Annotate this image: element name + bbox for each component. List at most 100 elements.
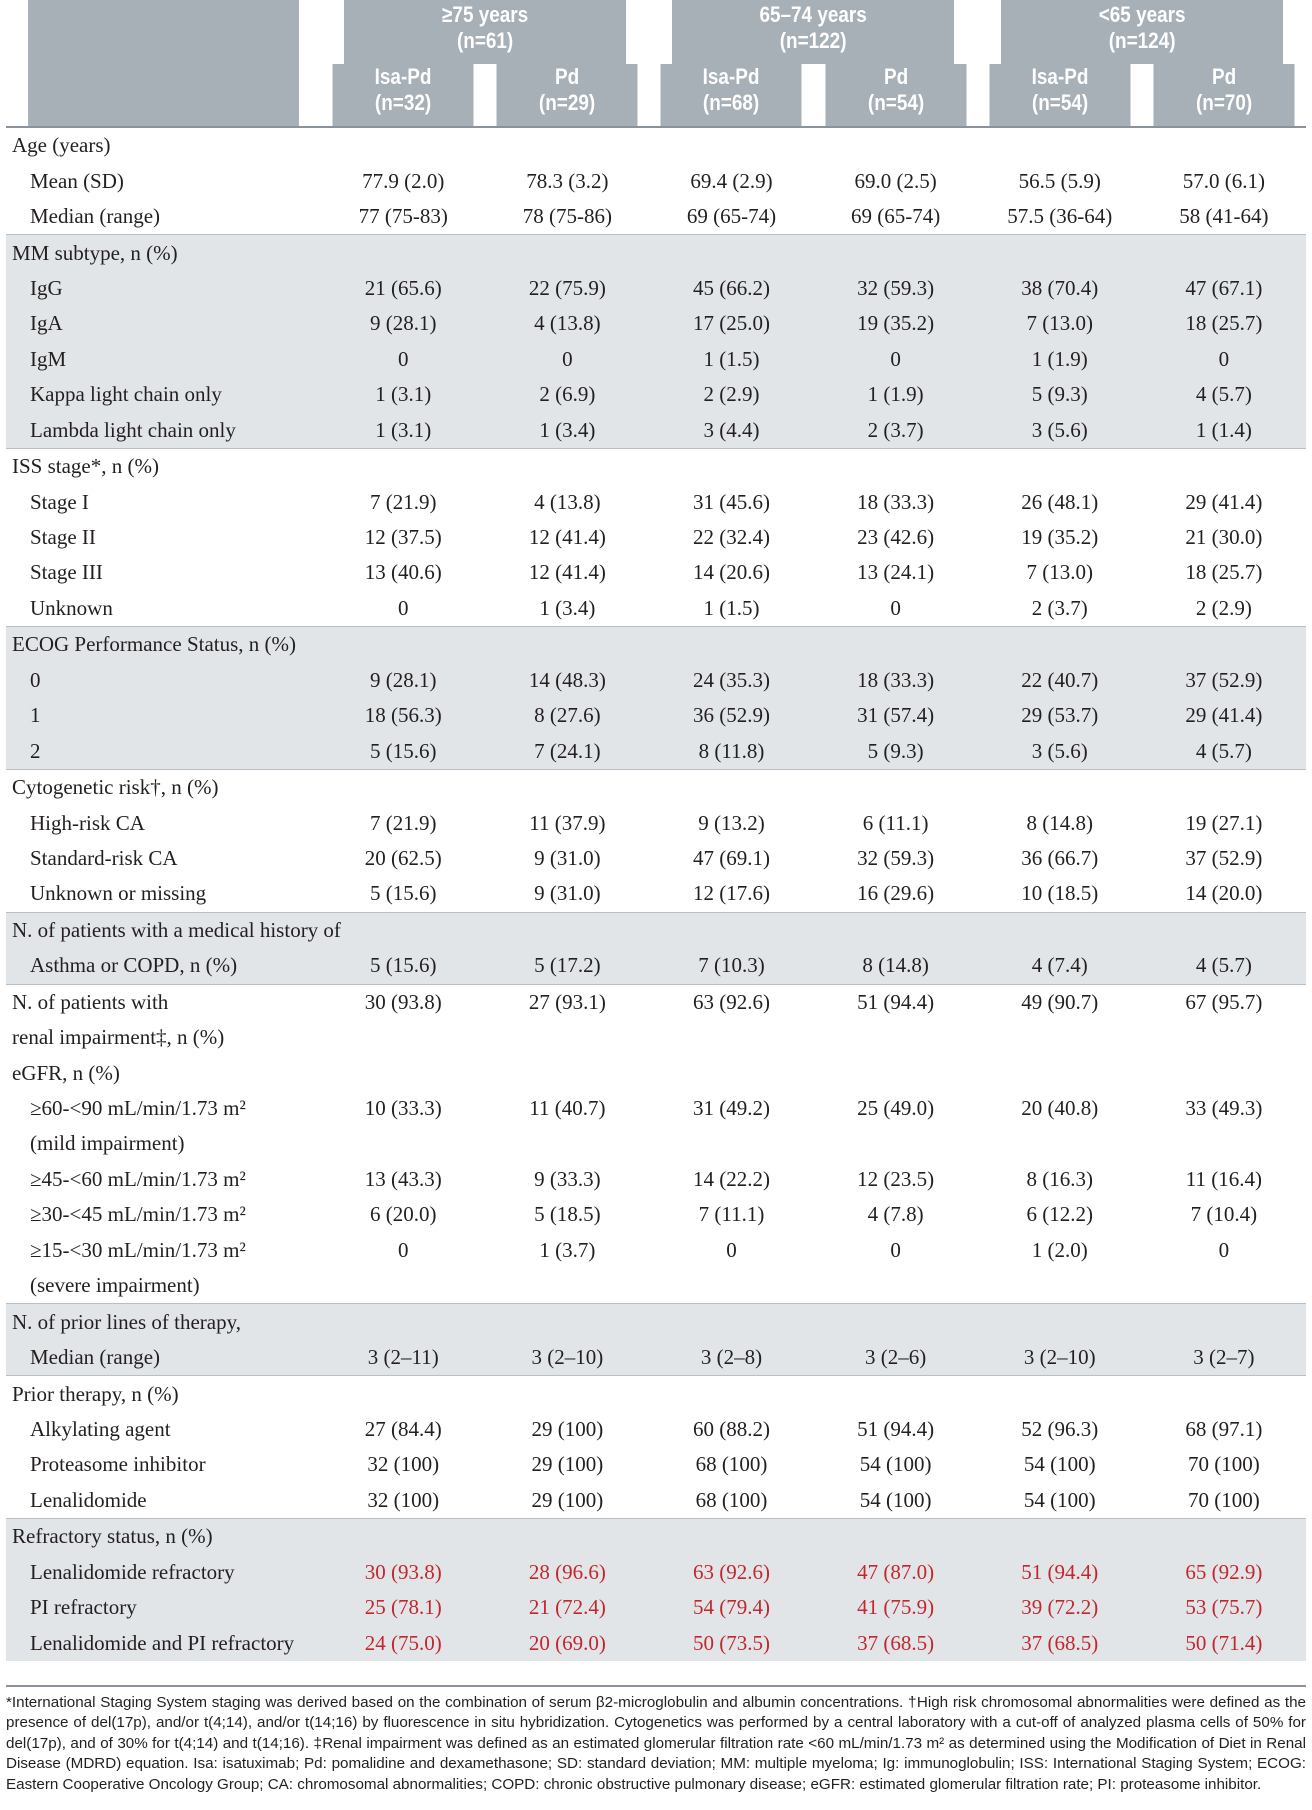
value-cell xyxy=(814,1020,978,1055)
value-cell xyxy=(813,1518,978,1555)
arm-header: Isa-Pd (n=68) xyxy=(660,64,803,127)
value-cell: 58 (41-64) xyxy=(1179,204,1269,229)
value-cell: 57.5 (36-64) xyxy=(1007,204,1113,229)
value-cell xyxy=(978,1268,1142,1304)
value-cell: 21 (30.0) xyxy=(1185,525,1263,550)
header-blank-cell xyxy=(28,64,300,127)
arm-header: Isa-Pd (n=32) xyxy=(332,64,474,127)
age-group-n: (n=124) xyxy=(1108,28,1176,53)
value-cell: 27 (93.1) xyxy=(485,983,650,1020)
row-label: N. of patients with xyxy=(6,983,322,1020)
table-row: ≥45-<60 mL/min/1.73 m² 13 (43.3) 9 (33.3) 1… xyxy=(6,1162,1306,1197)
value-cell xyxy=(813,234,978,271)
value-cell: 60 (88.2) xyxy=(693,1416,771,1441)
value-cell: 0 xyxy=(321,341,486,378)
table-row: Stage I 7 (21.9) 4 (13.8) 31 (45.6) 18 (33.3… xyxy=(6,484,1306,519)
value-cell xyxy=(485,1303,650,1340)
value-cell xyxy=(485,127,649,163)
value-cell: 8 (16.3) xyxy=(1026,1166,1094,1191)
row-label: 2 xyxy=(6,733,322,770)
value-cell: 33 (49.3) xyxy=(1185,1096,1263,1121)
value-cell: 32 (59.3) xyxy=(857,845,935,870)
value-cell: 19 (27.1) xyxy=(1185,810,1263,835)
value-cell: 6 (11.1) xyxy=(862,810,929,835)
value-cell xyxy=(813,1375,978,1412)
value-cell: 16 (29.6) xyxy=(857,881,935,906)
age-group-label: ≥75 years xyxy=(442,2,529,27)
value-cell xyxy=(485,1055,649,1090)
value-cell: 13 (24.1) xyxy=(857,560,935,585)
table-row: Median (range) 3 (2–11) 3 (2–10) 3 (2–8) 3 (… xyxy=(6,1339,1306,1376)
value-cell: 47 (87.0) xyxy=(813,1554,978,1590)
row-label: 0 xyxy=(6,662,322,698)
value-cell xyxy=(1141,911,1306,949)
arm-n: (n=54) xyxy=(1031,90,1088,115)
value-cell: 2 (3.7) xyxy=(813,412,978,449)
row-label: Mean (SD) xyxy=(30,168,124,193)
value-cell xyxy=(1142,1268,1306,1304)
value-cell: 4 (5.7) xyxy=(1141,377,1306,413)
value-cell: 7 (21.9) xyxy=(370,489,437,514)
row-label: ISS stage*, n (%) xyxy=(6,447,322,485)
value-cell: 0 xyxy=(890,1237,901,1262)
value-cell: 1 (1.5) xyxy=(703,595,760,620)
row-label: Proteasome inhibitor xyxy=(30,1452,206,1477)
value-cell: 0 xyxy=(485,341,650,378)
table-row: Standard-risk CA 20 (62.5) 9 (31.0) 47 (69.… xyxy=(6,841,1306,876)
value-cell xyxy=(485,1375,650,1412)
row-label: Lenalidomide and PI refractory xyxy=(6,1625,322,1661)
value-cell xyxy=(1141,447,1306,485)
value-cell: 3 (2–7) xyxy=(1141,1339,1306,1376)
value-cell xyxy=(813,447,978,485)
value-cell: 8 (27.6) xyxy=(485,698,650,734)
value-cell: 14 (20.0) xyxy=(1185,881,1263,906)
row-label: Asthma or COPD, n (%) xyxy=(6,948,322,984)
row-label: eGFR, n (%) xyxy=(12,1060,120,1085)
baseline-characteristics-table-container: ≥75 years (n=61) 65–74 years (n=122) <65… xyxy=(6,0,1306,1661)
table-row: Prior therapy, n (%) xyxy=(6,1375,1306,1412)
value-cell xyxy=(977,1375,1142,1412)
value-cell: 0 xyxy=(890,595,901,620)
value-cell: 10 (33.3) xyxy=(364,1096,442,1121)
value-cell: 29 (53.7) xyxy=(977,698,1142,734)
value-cell: 37 (68.5) xyxy=(813,1625,978,1661)
value-cell xyxy=(814,1126,978,1161)
value-cell: 1 (3.4) xyxy=(539,595,596,620)
value-cell: 7 (13.0) xyxy=(977,306,1142,342)
value-cell: 1 (3.4) xyxy=(485,412,650,449)
value-cell: 6 (20.0) xyxy=(370,1202,437,1227)
row-label: Alkylating agent xyxy=(30,1416,171,1441)
value-cell: 36 (52.9) xyxy=(649,698,814,734)
value-cell xyxy=(649,626,814,663)
row-label: ≥45-<60 mL/min/1.73 m² xyxy=(30,1166,246,1191)
table-row: IgA 9 (28.1) 4 (13.8) 17 (25.0) 19 (35.2) 7 (… xyxy=(6,306,1306,342)
value-cell xyxy=(813,768,978,806)
value-cell: 7 (21.9) xyxy=(370,810,437,835)
value-cell xyxy=(321,911,486,949)
value-cell: 32 (100) xyxy=(367,1487,440,1512)
value-cell: 11 (37.9) xyxy=(529,810,606,835)
arm-label: Isa-Pd xyxy=(703,64,760,89)
value-cell xyxy=(813,911,978,949)
value-cell: 12 (41.4) xyxy=(528,525,606,550)
value-cell: 50 (73.5) xyxy=(649,1625,814,1661)
arm-header: Pd (n=70) xyxy=(1153,64,1295,127)
value-cell: 51 (94.4) xyxy=(813,983,978,1020)
value-cell: 45 (66.2) xyxy=(649,270,814,307)
value-cell xyxy=(814,127,978,163)
value-cell xyxy=(978,127,1142,163)
table-row: Lenalidomide 32 (100) 29 (100) 68 (100) 54 (… xyxy=(6,1483,1306,1519)
table-row: Unknown or missing 5 (15.6) 9 (31.0) 12 (17… xyxy=(6,876,1306,912)
arm-header: Pd (n=54) xyxy=(825,64,967,127)
row-label: Age (years) xyxy=(12,133,111,158)
value-cell: 29 (100) xyxy=(531,1487,604,1512)
value-cell: 12 (37.5) xyxy=(364,525,442,550)
arm-label: Pd xyxy=(1211,64,1236,89)
value-cell: 41 (75.9) xyxy=(813,1589,978,1626)
value-cell: 5 (18.5) xyxy=(534,1202,601,1227)
row-label: Stage II xyxy=(30,525,96,550)
value-cell xyxy=(485,1268,649,1304)
value-cell: 0 xyxy=(813,341,978,378)
value-cell: 68 (100) xyxy=(695,1452,768,1477)
